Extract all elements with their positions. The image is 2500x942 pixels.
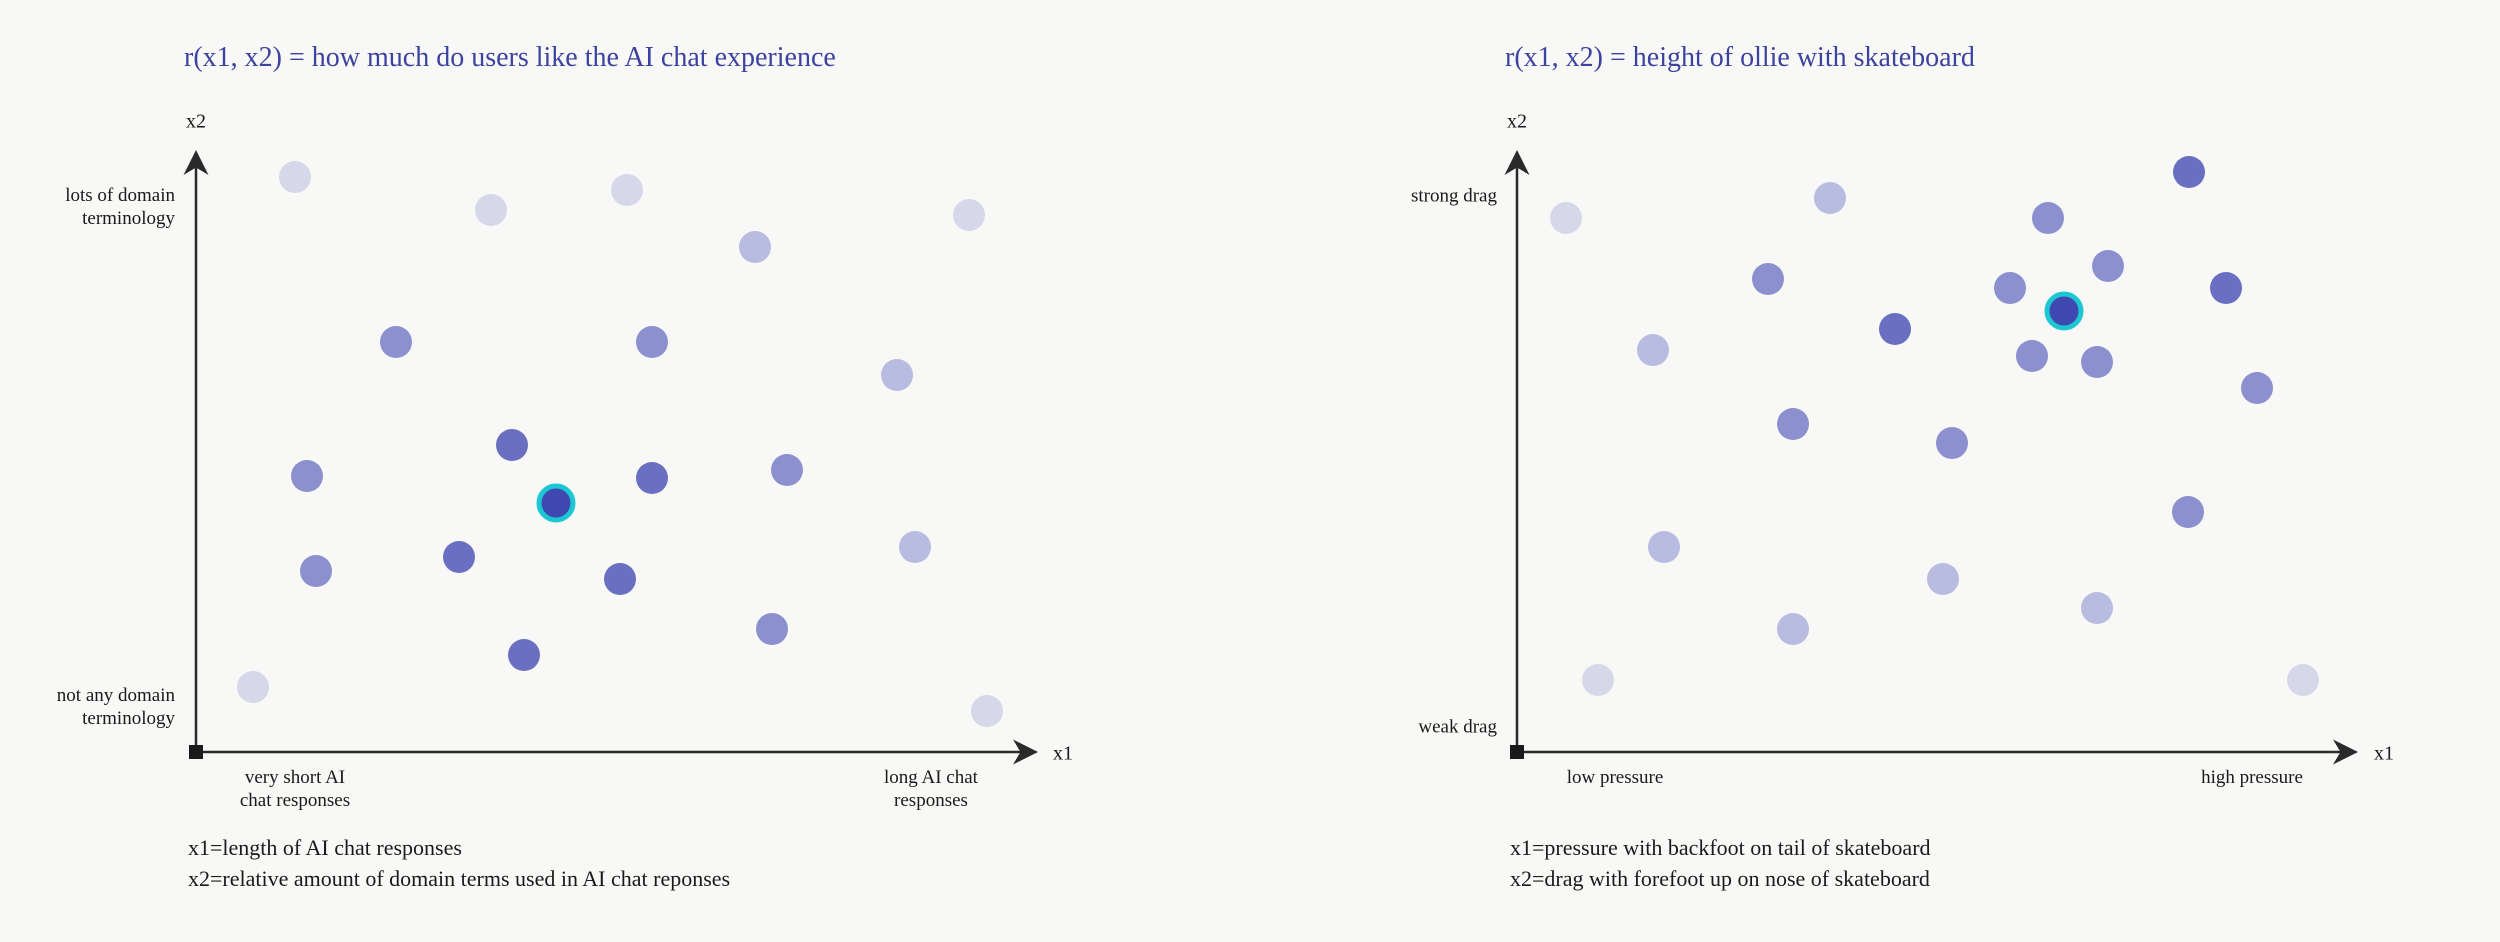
data-point: [756, 613, 788, 645]
data-point: [1752, 263, 1784, 295]
data-point: [1936, 427, 1968, 459]
data-point: [475, 194, 507, 226]
caption: x1=pressure with backfoot on tail of ska…: [1510, 832, 1931, 894]
y-axis-name: x2: [186, 110, 206, 133]
right-plot: [1504, 150, 2358, 765]
data-point: [2287, 664, 2319, 696]
data-point: [1994, 272, 2026, 304]
y-low-label: not any domain terminology: [57, 684, 175, 730]
data-point: [443, 541, 475, 573]
data-point: [1582, 664, 1614, 696]
data-point: [739, 231, 771, 263]
data-point: [2241, 372, 2273, 404]
data-point: [971, 695, 1003, 727]
data-point: [1777, 613, 1809, 645]
data-point: [881, 359, 913, 391]
data-point: [2081, 346, 2113, 378]
origin-marker: [189, 745, 203, 759]
data-point: [2092, 250, 2124, 282]
data-point: [1927, 563, 1959, 595]
data-point: [1879, 313, 1911, 345]
label-line: chat responses: [239, 790, 351, 811]
data-point: [279, 161, 311, 193]
data-point: [1550, 202, 1582, 234]
plot-title: r(x1, x2) = height of ollie with skatebo…: [1505, 42, 1975, 73]
data-point: [604, 563, 636, 595]
x-high-label: high pressure: [2201, 767, 2303, 788]
plot-title: r(x1, x2) = how much do users like the A…: [184, 42, 836, 73]
data-point: [2210, 272, 2242, 304]
label-line: very short AI: [244, 767, 346, 788]
data-point: [2172, 496, 2204, 528]
y-low-label: weak drag: [1418, 716, 1497, 738]
data-point: [2032, 202, 2064, 234]
data-point: [300, 555, 332, 587]
data-point: [380, 326, 412, 358]
data-point: [237, 671, 269, 703]
data-point: [899, 531, 931, 563]
x-axis-name: x1: [2374, 742, 2394, 765]
caption-x2: x2=drag with forefoot up on nose of skat…: [1510, 866, 1930, 891]
data-point: [771, 454, 803, 486]
data-point: [1648, 531, 1680, 563]
x-low-label: low pressure: [1566, 767, 1664, 788]
data-point: [291, 460, 323, 492]
optimum-point: [2044, 291, 2084, 331]
data-point: [1814, 182, 1846, 214]
data-point: [953, 199, 985, 231]
label-line: lots of domain: [65, 185, 175, 206]
data-point: [2173, 156, 2205, 188]
caption-x1: x1=length of AI chat responses: [188, 835, 462, 860]
y-high-label: lots of domain terminology: [65, 184, 175, 230]
y-axis-name: x2: [1507, 110, 1527, 133]
x-axis-name: x1: [1053, 742, 1073, 765]
data-point: [1637, 334, 1669, 366]
optimum-point: [536, 483, 576, 523]
caption-x2: x2=relative amount of domain terms used …: [188, 866, 731, 891]
x-low-label: very short AI chat responses: [240, 766, 350, 812]
label-line: not any domain: [56, 685, 175, 706]
points: [237, 161, 1003, 727]
left-plot: [183, 150, 1038, 765]
data-point: [2081, 592, 2113, 624]
data-point: [2016, 340, 2048, 372]
caption-x1: x1=pressure with backfoot on tail of ska…: [1510, 835, 1931, 860]
data-point: [1777, 408, 1809, 440]
data-point: [636, 462, 668, 494]
x-high-label: long AI chat responses: [884, 766, 978, 812]
data-point: [508, 639, 540, 671]
points: [1550, 156, 2319, 696]
data-point: [636, 326, 668, 358]
label-line: terminology: [82, 208, 175, 229]
data-point: [611, 174, 643, 206]
data-point: [496, 429, 528, 461]
label-line: long AI chat: [884, 767, 978, 788]
origin-marker: [1510, 745, 1524, 759]
caption: x1=length of AI chat responses x2=relati…: [188, 832, 730, 894]
label-line: terminology: [82, 708, 175, 729]
label-line: responses: [894, 790, 968, 811]
y-high-label: strong drag: [1410, 185, 1497, 207]
